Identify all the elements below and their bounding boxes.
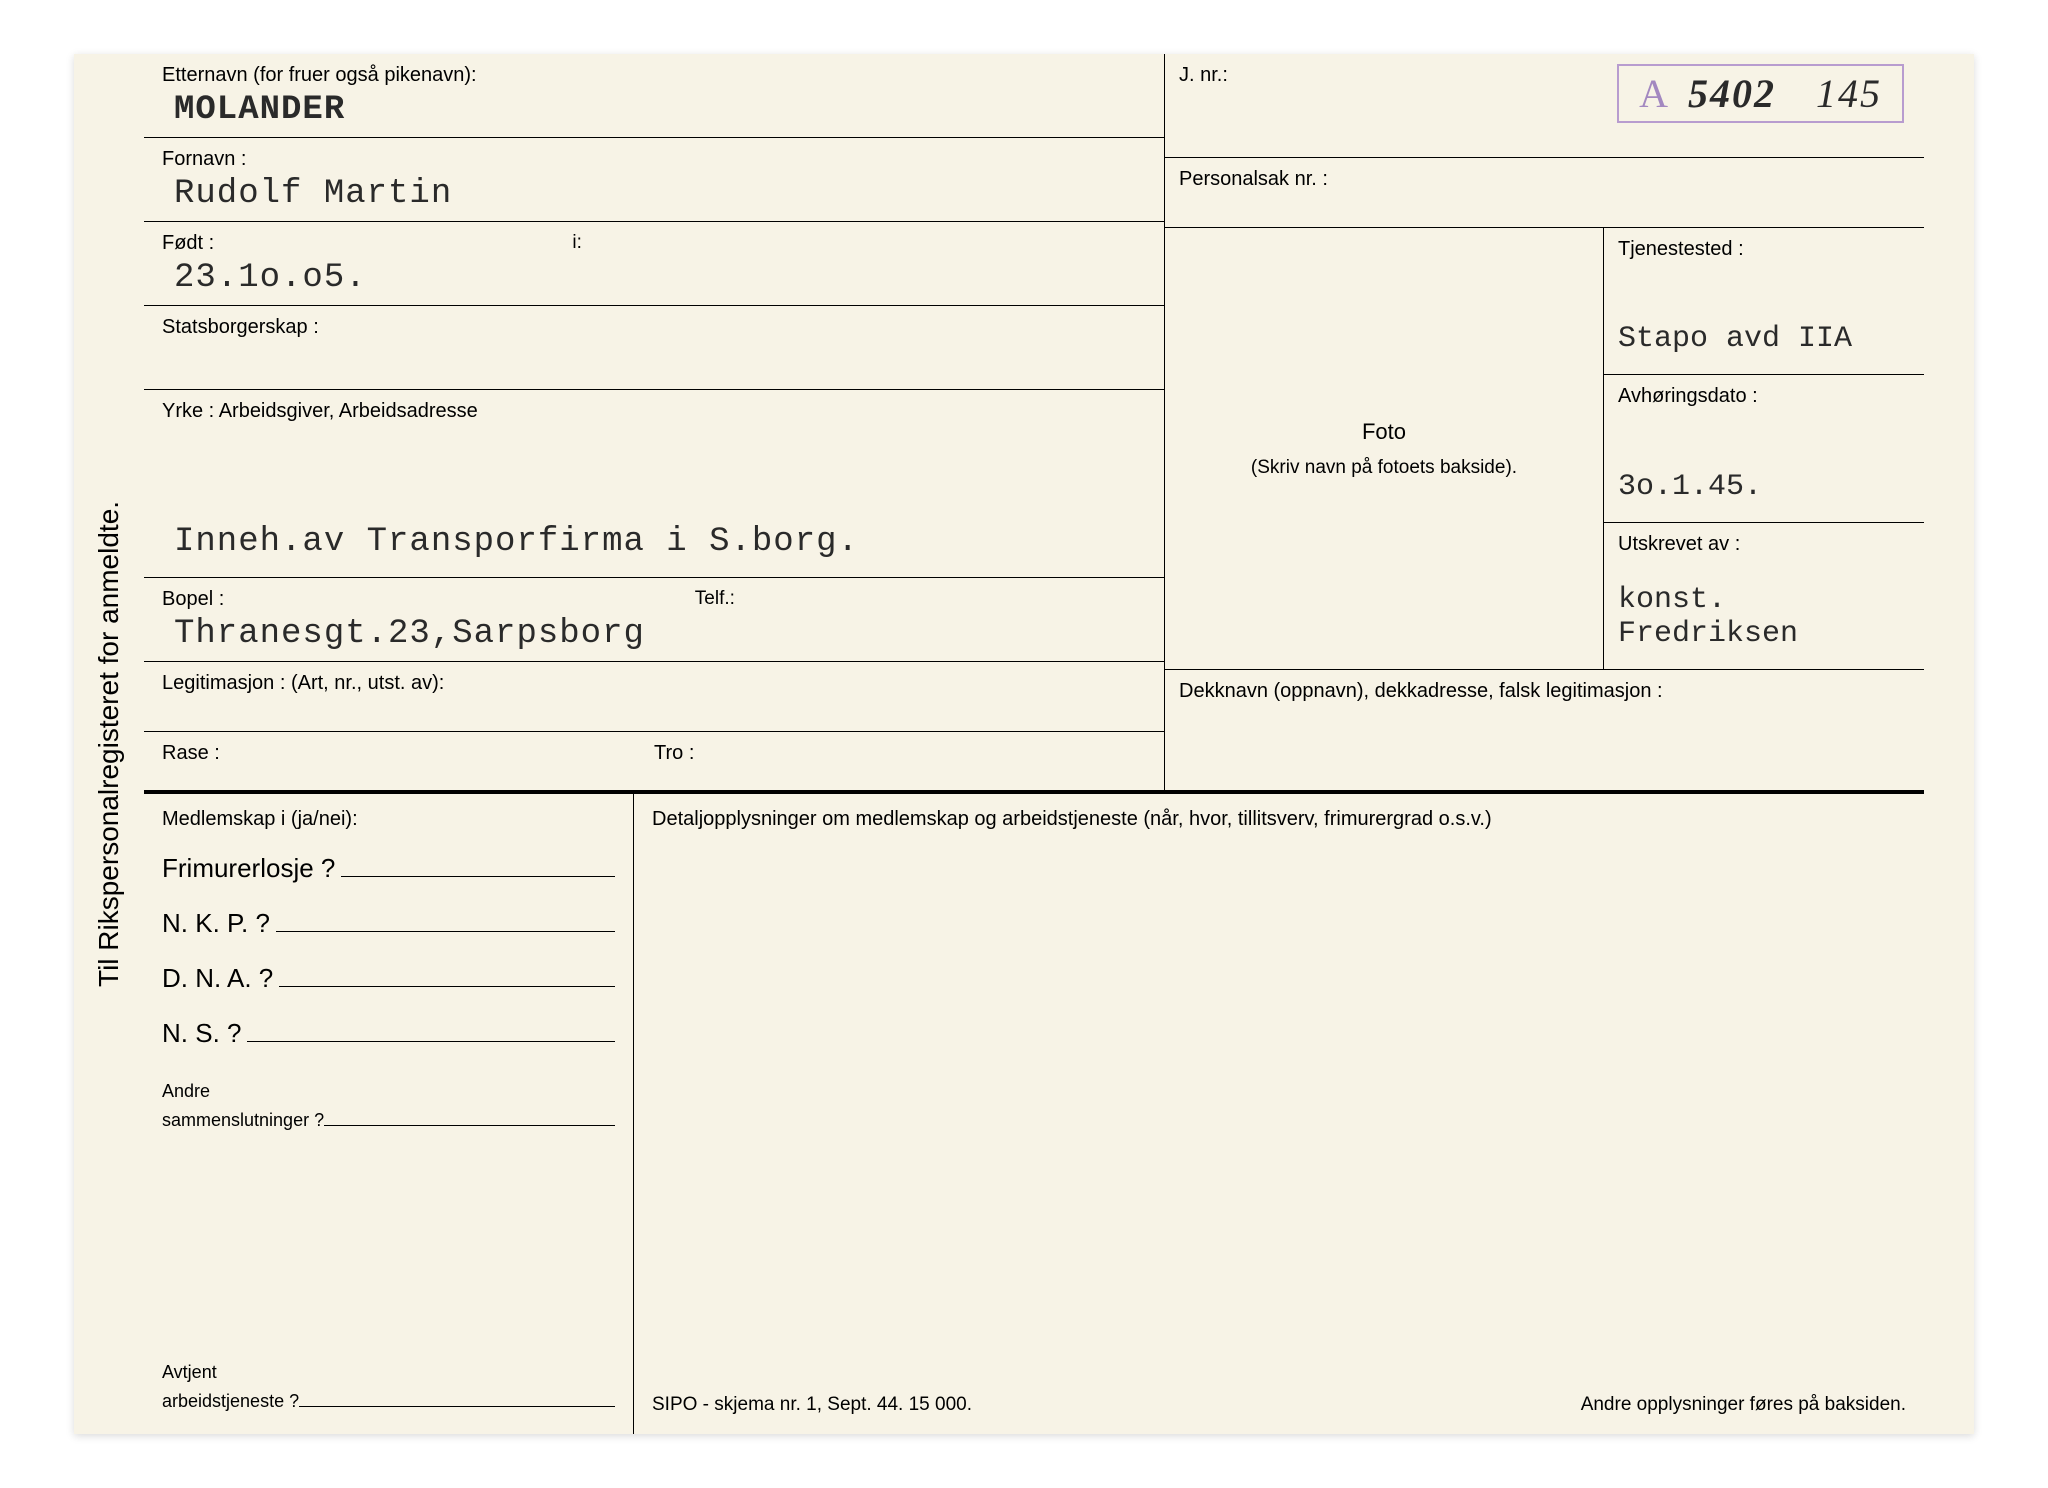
label-fodt-i: i:	[572, 232, 582, 254]
field-tjenestested: Tjenestested : Stapo avd IIA	[1604, 228, 1924, 375]
label-statsborgerskap: Statsborgerskap :	[162, 316, 1146, 339]
left-column: Etternavn (for fruer også pikenavn): MOL…	[144, 54, 1164, 790]
right-middle: Foto (Skriv navn på fotoets bakside). Tj…	[1165, 228, 1924, 670]
upper-section: Etternavn (for fruer også pikenavn): MOL…	[144, 54, 1924, 794]
blank-frimurer	[341, 853, 615, 877]
label-dekknavn: Dekknavn (oppnavn), dekkadresse, falsk l…	[1179, 680, 1910, 703]
label-andre: Andre	[162, 1081, 615, 1102]
field-bopel: Bopel : Telf.: Thranesgt.23,Sarpsborg	[144, 578, 1164, 662]
registration-card: Til Rikspersonalregisteret for anmeldte.…	[74, 54, 1974, 1434]
label-ns: N. S. ?	[162, 1018, 241, 1049]
membership-avtjent: Avtjent arbeidstjeneste ?	[162, 1362, 615, 1412]
field-etternavn: Etternavn (for fruer også pikenavn): MOL…	[144, 54, 1164, 138]
blank-nkp	[276, 908, 615, 932]
value-yrke: Inneh.av Transporfirma i S.borg.	[162, 523, 1146, 561]
value-statsborgerskap	[162, 343, 1146, 381]
label-yrke: Yrke : Arbeidsgiver, Arbeidsadresse	[162, 400, 1146, 423]
value-fornavn: Rudolf Martin	[162, 175, 1146, 213]
value-avhoringsdato: 3o.1.45.	[1618, 470, 1910, 504]
right-column: J. nr.: A5402145 Personalsak nr. : Foto …	[1164, 54, 1924, 790]
field-utskrevet: Utskrevet av : konst. Fredriksen	[1604, 523, 1924, 669]
foto-sub: (Skriv navn på fotoets bakside).	[1251, 457, 1517, 479]
vertical-title: Til Rikspersonalregisteret for anmeldte.	[74, 54, 144, 1434]
field-fodt: Født : i: 23.1o.o5.	[144, 222, 1164, 306]
membership-dna: D. N. A. ?	[162, 963, 615, 994]
field-avhoringsdato: Avhøringsdato : 3o.1.45.	[1604, 375, 1924, 522]
field-jnr: J. nr.: A5402145	[1165, 54, 1924, 157]
field-rase-tro: Rase : Tro :	[144, 732, 1164, 790]
value-fodt: 23.1o.o5.	[162, 259, 1146, 297]
stamp-trail: 145	[1816, 71, 1882, 116]
lower-section: Medlemskap i (ja/nei): Frimurerlosje ? N…	[144, 794, 1924, 1434]
detail-column: Detaljopplysninger om medlemskap og arbe…	[634, 794, 1924, 1434]
label-utskrevet: Utskrevet av :	[1618, 533, 1910, 556]
foto-box: Foto (Skriv navn på fotoets bakside).	[1165, 228, 1604, 669]
label-legitimasjon: Legitimasjon : (Art, nr., utst. av):	[162, 672, 1146, 695]
membership-nkp: N. K. P. ?	[162, 908, 615, 939]
label-fornavn: Fornavn :	[162, 148, 1146, 171]
label-telf: Telf.:	[695, 588, 735, 610]
stamp-box: A 5402 145	[1617, 64, 1904, 123]
label-avhoringsdato: Avhøringsdato :	[1618, 385, 1910, 408]
membership-andre: Andre sammenslutninger ?	[162, 1081, 615, 1131]
right-right-column: Tjenestested : Stapo avd IIA Avhøringsda…	[1604, 228, 1924, 669]
label-personalsak: Personalsak nr. :	[1179, 168, 1910, 191]
field-personalsak: Personalsak nr. :	[1165, 158, 1924, 228]
label-tro: Tro :	[654, 742, 1146, 765]
field-yrke: Yrke : Arbeidsgiver, Arbeidsadresse Inne…	[144, 390, 1164, 578]
label-rase: Rase :	[162, 742, 654, 765]
main-content: Etternavn (for fruer også pikenavn): MOL…	[144, 54, 1974, 1434]
label-membership-header: Medlemskap i (ja/nei):	[162, 808, 615, 831]
label-avtjent-sub: arbeidstjeneste ?	[162, 1391, 299, 1412]
blank-ns	[247, 1018, 615, 1042]
field-legitimasjon: Legitimasjon : (Art, nr., utst. av):	[144, 662, 1164, 732]
label-detail: Detaljopplysninger om medlemskap og arbe…	[652, 808, 1906, 831]
label-frimurer: Frimurerlosje ?	[162, 853, 335, 884]
label-fodt: Født :	[162, 232, 1146, 255]
value-bopel: Thranesgt.23,Sarpsborg	[162, 615, 1146, 653]
value-etternavn: MOLANDER	[162, 91, 1146, 129]
value-utskrevet: konst. Fredriksen	[1618, 583, 1910, 651]
jnr-row: J. nr.: A5402145	[1165, 54, 1924, 158]
membership-ns: N. S. ?	[162, 1018, 615, 1049]
stamp-number: 5402	[1688, 71, 1776, 116]
label-tjenestested: Tjenestested :	[1618, 238, 1910, 261]
field-dekknavn: Dekknavn (oppnavn), dekkadresse, falsk l…	[1165, 670, 1924, 790]
field-fornavn: Fornavn : Rudolf Martin	[144, 138, 1164, 222]
stamp-a: A	[1639, 71, 1670, 116]
membership-frimurer: Frimurerlosje ?	[162, 853, 615, 884]
blank-avtjent	[299, 1383, 615, 1407]
footer-right: Andre opplysninger føres på baksiden.	[1581, 1394, 1906, 1416]
membership-column: Medlemskap i (ja/nei): Frimurerlosje ? N…	[144, 794, 634, 1434]
label-nkp: N. K. P. ?	[162, 908, 270, 939]
value-tjenestested: Stapo avd IIA	[1618, 322, 1910, 356]
label-andre-sub: sammenslutninger ?	[162, 1110, 324, 1131]
footer-left: SIPO - skjema nr. 1, Sept. 44. 15 000.	[652, 1394, 972, 1416]
foto-label: Foto	[1362, 419, 1406, 445]
blank-dna	[279, 963, 615, 987]
label-bopel: Bopel :	[162, 588, 1146, 611]
label-dna: D. N. A. ?	[162, 963, 273, 994]
field-statsborgerskap: Statsborgerskap :	[144, 306, 1164, 390]
label-etternavn: Etternavn (for fruer også pikenavn):	[162, 64, 1146, 87]
label-avtjent: Avtjent	[162, 1362, 615, 1383]
blank-andre	[324, 1102, 615, 1126]
